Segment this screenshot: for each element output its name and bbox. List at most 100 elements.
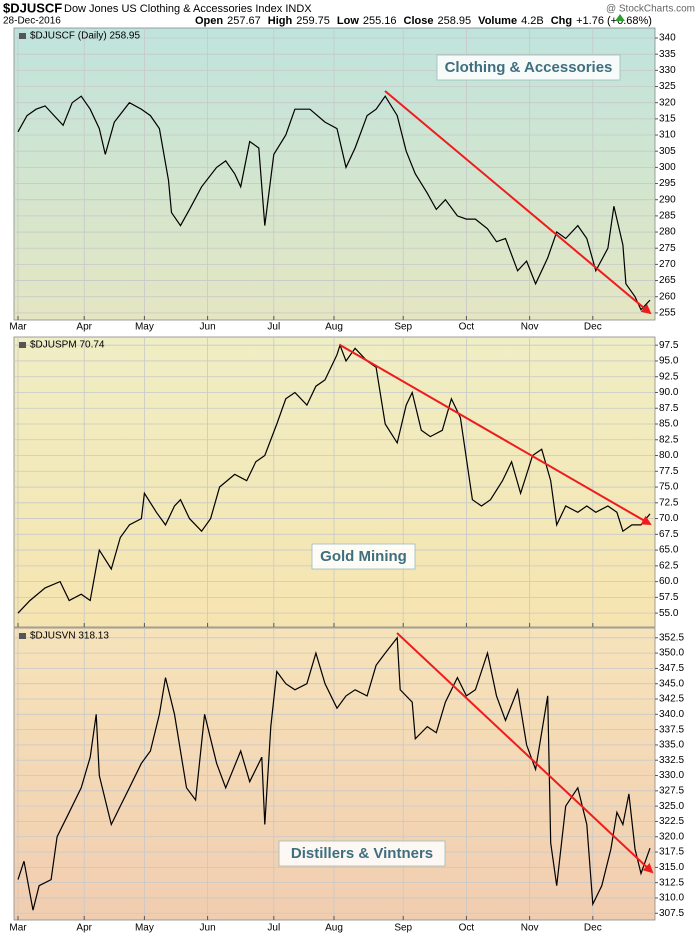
x-tick-label: Nov <box>521 923 539 934</box>
date: 28-Dec-2016 <box>3 16 61 27</box>
y-tick-label: 280 <box>659 227 676 238</box>
y-tick-label: 307.5 <box>659 908 684 919</box>
y-tick-label: 332.5 <box>659 755 684 766</box>
x-tick-label: Oct <box>459 322 475 333</box>
y-tick-label: 315.0 <box>659 862 684 873</box>
quote-label: Open <box>195 15 223 27</box>
y-tick-label: 80.0 <box>659 450 679 461</box>
y-tick-label: 340.0 <box>659 709 684 720</box>
y-tick-label: 265 <box>659 275 676 286</box>
x-tick-label: Sep <box>394 322 412 333</box>
y-tick-label: 330.0 <box>659 770 684 781</box>
y-tick-label: 77.5 <box>659 466 679 477</box>
legend-icon <box>19 33 26 39</box>
x-tick-label: Dec <box>584 923 602 934</box>
y-tick-label: 85.0 <box>659 419 679 430</box>
y-tick-label: 90.0 <box>659 387 679 398</box>
y-tick-label: 315 <box>659 114 676 125</box>
legend: $DJUSCF (Daily) 258.95 <box>30 31 140 42</box>
x-tick-label: Mar <box>9 923 27 934</box>
quote-label: High <box>268 15 293 27</box>
y-tick-label: 65.0 <box>659 545 679 556</box>
legend-icon <box>19 342 26 348</box>
x-tick-label: Mar <box>9 322 27 333</box>
y-tick-label: 320 <box>659 97 676 108</box>
x-tick-label: Oct <box>459 923 475 934</box>
y-tick-label: 310 <box>659 130 676 141</box>
quote-label: Volume <box>478 15 517 27</box>
index-name: Dow Jones US Clothing & Accessories Inde… <box>64 3 312 15</box>
annotation: Clothing & Accessories <box>445 59 613 76</box>
x-tick-label: Jul <box>267 923 280 934</box>
y-tick-label: 255 <box>659 308 676 319</box>
plot-background <box>13 336 656 628</box>
y-tick-label: 300 <box>659 162 676 173</box>
quote-label: Chg <box>551 15 572 27</box>
x-tick-label: Jun <box>200 923 216 934</box>
y-tick-label: 60.0 <box>659 576 679 587</box>
y-tick-label: 325 <box>659 81 676 92</box>
symbol: $DJUSCF <box>3 0 62 15</box>
x-tick-label: Nov <box>521 322 539 333</box>
x-tick-label: Jul <box>267 322 280 333</box>
y-tick-label: 317.5 <box>659 847 684 858</box>
price-line <box>17 343 651 614</box>
x-tick-label: Apr <box>76 923 92 934</box>
y-tick-label: 295 <box>659 178 676 189</box>
annotation-box <box>278 840 446 867</box>
y-tick-label: 290 <box>659 194 676 205</box>
y-tick-label: 260 <box>659 291 676 302</box>
y-tick-label: 335 <box>659 49 676 60</box>
y-tick-label: 270 <box>659 259 676 270</box>
x-tick-label: Sep <box>394 923 412 934</box>
annotation-box <box>311 543 416 570</box>
quote-label: Close <box>404 15 434 27</box>
y-tick-label: 347.5 <box>659 663 684 674</box>
y-tick-label: 312.5 <box>659 877 684 888</box>
y-tick-label: 82.5 <box>659 434 679 445</box>
y-tick-label: 310.0 <box>659 893 684 904</box>
y-tick-label: 70.0 <box>659 513 679 524</box>
trend-arrow <box>396 632 654 874</box>
quote-value: 4.2B <box>521 15 544 27</box>
annotation-box <box>436 54 621 81</box>
y-tick-label: 57.5 <box>659 592 679 603</box>
y-tick-label: 335.0 <box>659 740 684 751</box>
y-tick-label: 275 <box>659 243 676 254</box>
y-tick-label: 62.5 <box>659 560 679 571</box>
x-tick-label: Dec <box>584 322 602 333</box>
trend-arrow <box>339 344 652 526</box>
y-tick-label: 97.5 <box>659 340 679 351</box>
chart-layer: $DJUSCF Dow Jones US Clothing & Accessori… <box>3 0 695 933</box>
y-tick-label: 92.5 <box>659 371 679 382</box>
y-tick-label: 340 <box>659 33 676 44</box>
y-tick-label: 72.5 <box>659 497 679 508</box>
up-icon <box>615 14 625 21</box>
price-line <box>17 636 651 911</box>
trend-arrow <box>384 90 652 315</box>
y-tick-label: 67.5 <box>659 529 679 540</box>
y-tick-label: 337.5 <box>659 724 684 735</box>
y-tick-label: 285 <box>659 211 676 222</box>
y-tick-label: 345.0 <box>659 678 684 689</box>
quote-value: +1.76 (+0.68%) <box>576 15 652 27</box>
x-tick-label: May <box>135 322 154 333</box>
legend-icon <box>19 633 26 639</box>
quote-value: 258.95 <box>438 15 472 27</box>
x-tick-label: Apr <box>76 322 92 333</box>
quote-label: Low <box>337 15 359 27</box>
x-tick-label: Aug <box>325 923 343 934</box>
price-line <box>17 95 651 311</box>
y-tick-label: 330 <box>659 65 676 76</box>
y-tick-label: 352.5 <box>659 632 684 643</box>
quote-value: 259.75 <box>296 15 330 27</box>
y-tick-label: 327.5 <box>659 785 684 796</box>
x-tick-label: Jun <box>200 322 216 333</box>
y-tick-label: 55.0 <box>659 608 679 619</box>
y-tick-label: 325.0 <box>659 801 684 812</box>
y-tick-label: 305 <box>659 146 676 157</box>
legend: $DJUSPM 70.74 <box>30 340 105 351</box>
y-tick-label: 350.0 <box>659 648 684 659</box>
x-tick-label: May <box>135 923 154 934</box>
